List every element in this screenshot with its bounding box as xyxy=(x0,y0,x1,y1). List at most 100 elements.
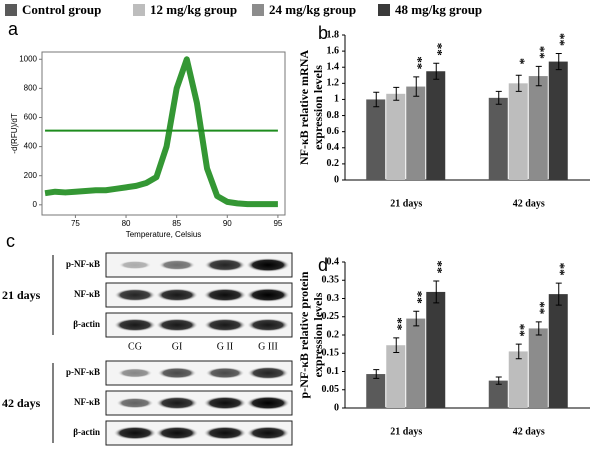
row-label: NF-κB xyxy=(74,397,100,407)
bar xyxy=(426,291,446,408)
bar xyxy=(508,83,528,180)
panel-label: b xyxy=(318,23,328,43)
y-tick-label: 800 xyxy=(24,83,38,92)
y-tick-label: 0.6 xyxy=(327,126,340,137)
blot-band xyxy=(246,396,290,410)
y-tick-label: 1 xyxy=(334,94,339,105)
error-bar xyxy=(515,74,522,92)
y-tick-label: 0.8 xyxy=(327,110,340,121)
x-axis-label: Temperature, Celsius xyxy=(126,230,202,239)
y-axis-label: expression levels xyxy=(311,292,325,377)
y-tick-label: 0.3 xyxy=(327,293,340,304)
y-tick-label: 1000 xyxy=(19,54,37,63)
blot-band xyxy=(157,367,197,379)
blot-band xyxy=(155,288,199,302)
significance-mark: ** xyxy=(430,260,445,273)
blot-band xyxy=(246,426,290,440)
x-tick-label: 21 days xyxy=(390,426,422,437)
plot-frame xyxy=(41,51,286,216)
y-tick-label: 0.05 xyxy=(322,384,340,395)
bar xyxy=(386,345,406,408)
y-tick-label: 0 xyxy=(33,200,38,209)
panel-label: a xyxy=(8,19,19,39)
blot-band xyxy=(113,318,157,332)
y-axis-label: p-NF-κB relative protein xyxy=(297,271,311,398)
group-label: 42 days xyxy=(2,396,41,410)
y-tick-label: 0.4 xyxy=(327,256,340,267)
significance-mark: ** xyxy=(553,263,568,276)
y-tick-label: 600 xyxy=(24,113,38,122)
x-tick-label: 42 days xyxy=(513,426,545,437)
x-tick-label: 21 days xyxy=(390,198,422,209)
y-tick-label: 1.8 xyxy=(327,29,340,40)
error-bar xyxy=(433,62,440,80)
x-tick-label: 90 xyxy=(223,219,232,228)
y-tick-label: 0.2 xyxy=(327,158,340,169)
legend-label: 12 mg/kg group xyxy=(150,2,237,17)
blot-band xyxy=(203,396,247,410)
legend-swatch xyxy=(252,4,264,16)
significance-mark: ** xyxy=(410,291,425,304)
blot-band xyxy=(247,366,289,380)
melt-curve xyxy=(44,56,278,208)
y-tick-label: 1.6 xyxy=(327,45,340,56)
y-tick-label: 200 xyxy=(24,171,38,180)
y-tick-label: 0 xyxy=(334,402,339,413)
error-bar xyxy=(535,321,542,336)
group-label: 21 days xyxy=(2,288,41,302)
significance-mark: ** xyxy=(390,317,405,330)
error-bar xyxy=(555,282,562,306)
bar xyxy=(386,93,406,180)
y-tick-label: 0.25 xyxy=(322,311,340,322)
bar xyxy=(406,86,426,180)
x-tick-label: 80 xyxy=(122,219,131,228)
bar xyxy=(488,380,508,408)
blot-band xyxy=(155,396,199,410)
significance-mark: * xyxy=(513,58,528,65)
error-bar xyxy=(433,280,440,304)
blot-band xyxy=(117,368,153,378)
blot-band xyxy=(114,288,156,302)
significance-mark: ** xyxy=(533,301,548,314)
y-tick-label: 1.4 xyxy=(327,62,340,73)
significance-mark: ** xyxy=(410,56,425,69)
blot-band xyxy=(113,426,157,440)
significance-mark: ** xyxy=(553,33,568,46)
lane-label: G II xyxy=(217,341,233,352)
x-tick-label: 75 xyxy=(71,219,80,228)
significance-mark: ** xyxy=(533,46,548,59)
y-tick-label: 0.2 xyxy=(327,329,340,340)
error-bar xyxy=(413,76,420,97)
error-bar xyxy=(373,91,380,108)
y-tick-label: 0.35 xyxy=(322,275,340,286)
blot-band xyxy=(204,258,246,272)
legend-label: 24 mg/kg group xyxy=(269,2,356,17)
error-bar xyxy=(495,90,502,105)
bar xyxy=(528,76,548,180)
row-label: p-NF-κB xyxy=(66,259,100,269)
bar xyxy=(488,97,508,180)
blot-band xyxy=(118,260,152,270)
blot-band xyxy=(203,426,247,440)
x-tick-label: 85 xyxy=(172,219,181,228)
lane-label: GI xyxy=(172,341,183,352)
y-axis-label: expression levels xyxy=(311,65,325,150)
legend-swatch xyxy=(133,4,145,16)
blot-band xyxy=(203,318,247,332)
panel-label: c xyxy=(6,231,15,251)
error-bar xyxy=(495,376,502,385)
lane-label: CG xyxy=(128,341,142,352)
blot-band xyxy=(155,426,199,440)
row-label: β-actin xyxy=(73,319,100,329)
bar xyxy=(406,318,426,408)
blot-band xyxy=(116,397,154,409)
row-label: β-actin xyxy=(73,427,100,437)
blot-band xyxy=(246,318,290,332)
row-label: NF-κB xyxy=(74,289,100,299)
bar xyxy=(366,99,386,180)
bar xyxy=(548,294,568,408)
bar xyxy=(366,374,386,408)
legend-label: 48 mg/kg group xyxy=(395,2,482,17)
error-bar xyxy=(515,343,522,360)
